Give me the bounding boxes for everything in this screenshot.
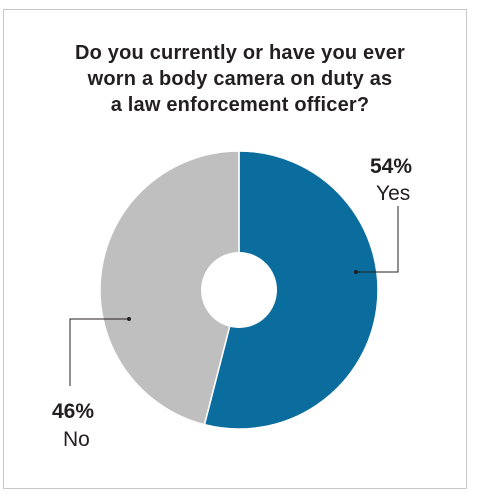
data-label-no-percent: 46% bbox=[52, 400, 94, 423]
chart-title: Do you currently or have you ever worn a… bbox=[0, 40, 480, 118]
donut-slices bbox=[99, 150, 379, 430]
leader-dot-yes bbox=[354, 270, 358, 274]
data-label-yes: Yes bbox=[376, 182, 410, 205]
data-label-no: No bbox=[63, 428, 90, 451]
donut-hole bbox=[201, 252, 277, 328]
chart-title-line-1: Do you currently or have you ever bbox=[74, 42, 406, 64]
leader-line-yes bbox=[356, 206, 399, 273]
pie-slice-yes bbox=[203, 150, 379, 430]
data-label-yes-percent: 54% bbox=[370, 155, 412, 178]
chart-title-line-2: worn a body camera on duty as bbox=[87, 68, 393, 90]
chart-title-line-3: a law enforcement officer? bbox=[110, 94, 370, 116]
leader-line-no bbox=[69, 318, 129, 386]
leader-dot-no bbox=[127, 317, 131, 321]
pie-slice-no bbox=[99, 150, 240, 426]
